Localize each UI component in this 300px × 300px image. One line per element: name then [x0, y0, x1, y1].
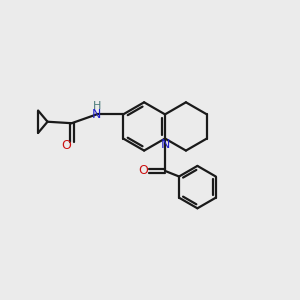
Text: N: N — [92, 108, 101, 121]
Text: O: O — [61, 139, 71, 152]
Text: H: H — [92, 101, 101, 111]
Text: O: O — [139, 164, 148, 177]
Text: N: N — [160, 139, 170, 152]
